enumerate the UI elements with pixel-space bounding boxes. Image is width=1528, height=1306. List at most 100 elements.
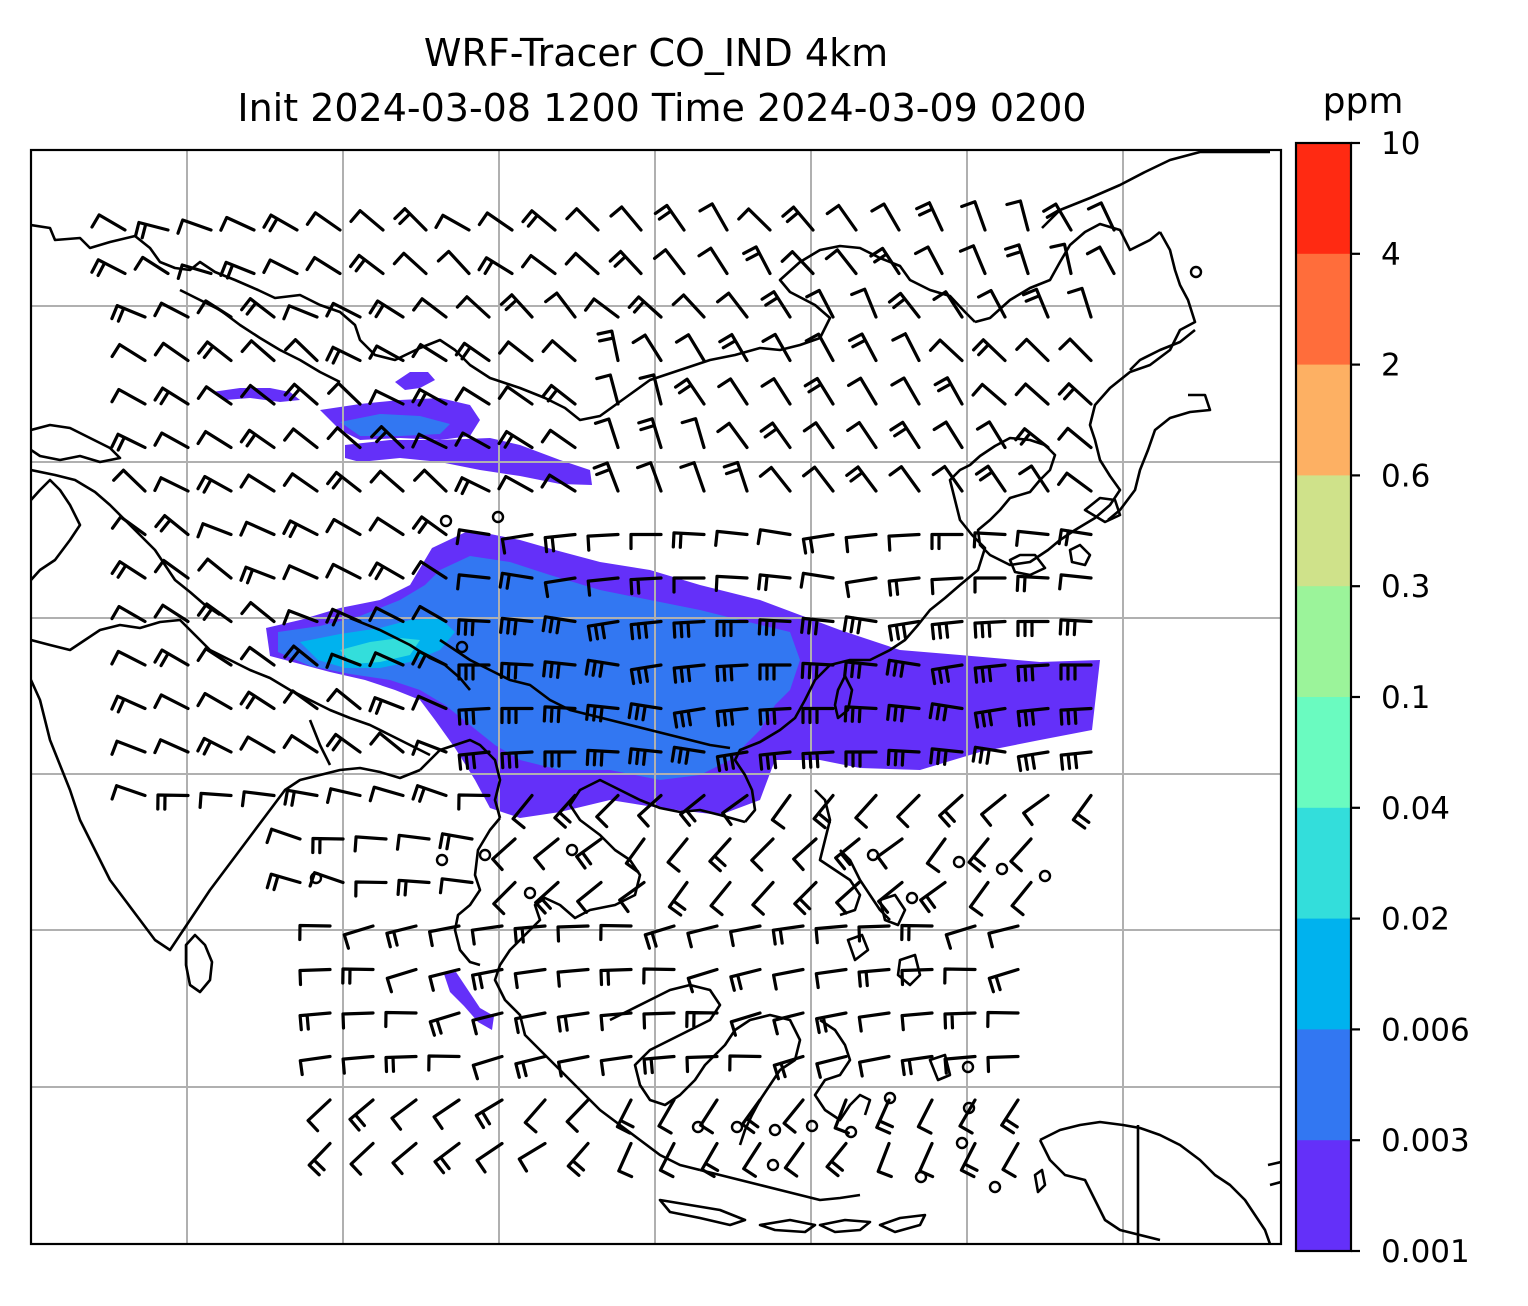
wind-barb <box>454 386 491 406</box>
wind-barb <box>846 421 878 450</box>
wind-barb <box>544 291 577 319</box>
wind-barb <box>497 474 534 493</box>
wind-barb <box>436 249 471 276</box>
wind-barb <box>575 837 603 870</box>
wind-barb <box>628 747 663 766</box>
wind-barb <box>354 880 388 898</box>
wind-barb <box>283 788 319 807</box>
wind-barb <box>958 244 987 276</box>
wind-barb <box>325 732 362 754</box>
calm-marker <box>952 855 966 869</box>
wind-barb <box>283 644 319 667</box>
wind-barb <box>804 332 835 363</box>
calm-marker <box>565 843 579 857</box>
colorbar-segment <box>1296 1029 1351 1141</box>
wind-barb <box>1016 663 1050 683</box>
wind-barb <box>368 344 405 363</box>
wind-barb <box>282 564 319 581</box>
wind-barb <box>1018 464 1050 493</box>
wind-barb <box>608 249 643 276</box>
wind-barb <box>265 872 302 892</box>
wind-barb <box>685 1054 719 1074</box>
wind-barb <box>972 531 1007 549</box>
wind-barb <box>385 924 418 949</box>
wind-barb <box>411 604 448 624</box>
wind-barb <box>240 339 276 363</box>
wind-barb <box>930 576 964 596</box>
wind-barb <box>90 213 127 232</box>
wind-barb <box>637 793 663 828</box>
colorbar-tick-label: 0.001 <box>1381 1234 1470 1270</box>
wind-barb <box>943 1054 977 1075</box>
wind-barb <box>411 432 448 450</box>
wind-barb <box>513 967 547 990</box>
wind-barb <box>454 476 491 496</box>
wind-barb <box>325 562 362 580</box>
wind-barb <box>368 785 405 803</box>
wind-barb <box>932 420 964 450</box>
wind-barb <box>760 290 792 319</box>
wind-barb <box>341 1011 375 1030</box>
wind-barb <box>843 705 878 724</box>
wind-barb <box>943 967 977 985</box>
wind-barb <box>928 702 964 722</box>
wind-barb <box>411 387 448 407</box>
colorbar-segment <box>1296 143 1351 255</box>
wind-barb <box>349 253 385 276</box>
wind-barb <box>341 967 375 985</box>
wind-barb <box>565 207 600 232</box>
wind-barb <box>110 515 147 537</box>
wind-barb <box>857 924 891 943</box>
wind-barb <box>772 1011 805 1036</box>
wind-barb <box>742 245 772 276</box>
wind-barb <box>368 516 405 537</box>
wind-barb <box>887 532 921 552</box>
wind-barb <box>438 877 474 895</box>
wind-barb <box>930 663 964 686</box>
wind-barb <box>756 528 792 546</box>
wind-barb <box>844 532 878 554</box>
wind-barb <box>916 1098 934 1135</box>
wind-barb <box>499 661 534 680</box>
wind-barb <box>543 750 577 768</box>
wind-barb <box>886 748 921 767</box>
wind-barb <box>262 258 299 276</box>
wind-barb <box>521 209 557 232</box>
wind-barb <box>737 207 772 232</box>
wind-barb <box>914 245 944 276</box>
wind-barb <box>800 616 835 636</box>
wind-barb <box>801 706 835 725</box>
wind-barb <box>240 383 276 406</box>
colorbar-tick-label: 0.3 <box>1381 569 1430 605</box>
wind-barb <box>511 793 534 830</box>
wind-barb <box>556 967 590 988</box>
wind-barb <box>715 750 749 773</box>
wind-barb <box>240 297 276 319</box>
wind-barb <box>368 696 405 715</box>
wind-barb <box>282 689 319 711</box>
wind-barb <box>133 255 170 276</box>
wind-barb <box>815 1011 848 1035</box>
colorbar-tick-label: 2 <box>1381 348 1401 384</box>
wind-barb <box>812 793 835 830</box>
wind-barb <box>176 263 213 280</box>
wind-barb <box>977 288 1007 319</box>
wind-barb <box>802 421 835 450</box>
wind-barb <box>153 558 190 580</box>
wind-barb <box>718 333 749 363</box>
wind-barb <box>557 1054 590 1078</box>
wind-barb <box>672 576 706 594</box>
wind-barb <box>858 1054 891 1078</box>
wind-barb <box>497 385 534 406</box>
wind-barb <box>729 924 762 948</box>
wind-barb <box>1058 337 1093 363</box>
wind-barb <box>803 376 835 406</box>
wind-barb <box>282 304 319 321</box>
wind-barb <box>596 329 620 363</box>
colorbar-segment <box>1296 918 1351 1030</box>
wind-barb <box>411 739 448 756</box>
colorbar-segment <box>1296 697 1351 809</box>
wind-barb <box>239 473 276 493</box>
wind-barb <box>887 576 921 597</box>
wind-barb <box>672 619 706 639</box>
